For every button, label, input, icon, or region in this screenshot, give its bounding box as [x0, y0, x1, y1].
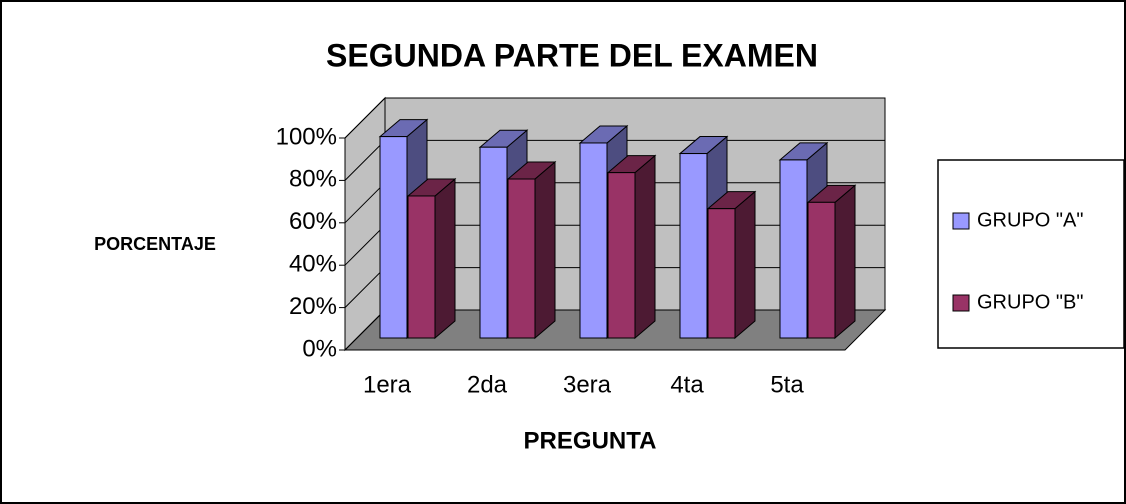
y-tick-label: 40% [289, 251, 337, 278]
legend-box [937, 159, 1125, 349]
x-axis-label: PREGUNTA [524, 427, 657, 454]
bar [679, 153, 708, 339]
y-tick-label: 60% [289, 208, 337, 235]
x-tick-label: 1era [363, 371, 412, 398]
y-tick-label: 0% [302, 335, 337, 362]
legend-swatch [952, 294, 970, 312]
legend-label: GRUPO "B" [977, 291, 1083, 313]
bar [407, 195, 436, 339]
bar [479, 146, 508, 339]
bar-side [634, 154, 656, 340]
bar [807, 201, 836, 339]
bar [707, 208, 736, 339]
x-tick-label: 2da [467, 371, 508, 398]
x-tick-label: 3era [563, 371, 612, 398]
y-tick-label: 80% [289, 166, 337, 193]
legend-label: GRUPO "A" [977, 209, 1083, 231]
grid-line [344, 97, 885, 139]
bar [607, 172, 636, 339]
bar-side [434, 177, 456, 340]
y-axis-label: PORCENTAJE [94, 234, 216, 254]
bar-side [834, 184, 856, 340]
bar [579, 142, 608, 339]
legend-swatch [952, 212, 970, 230]
side-wall [344, 96, 386, 352]
bar-side [534, 160, 556, 340]
x-tick-label: 4ta [670, 371, 704, 398]
bar [379, 136, 408, 339]
x-tick-label: 5ta [770, 371, 804, 398]
bar [507, 178, 536, 339]
y-tick-label: 100% [276, 123, 337, 150]
y-tick-label: 20% [289, 293, 337, 320]
bar-side [734, 190, 756, 340]
bar [779, 159, 808, 339]
chart-title: SEGUNDA PARTE DEL EXAMEN [326, 37, 818, 73]
